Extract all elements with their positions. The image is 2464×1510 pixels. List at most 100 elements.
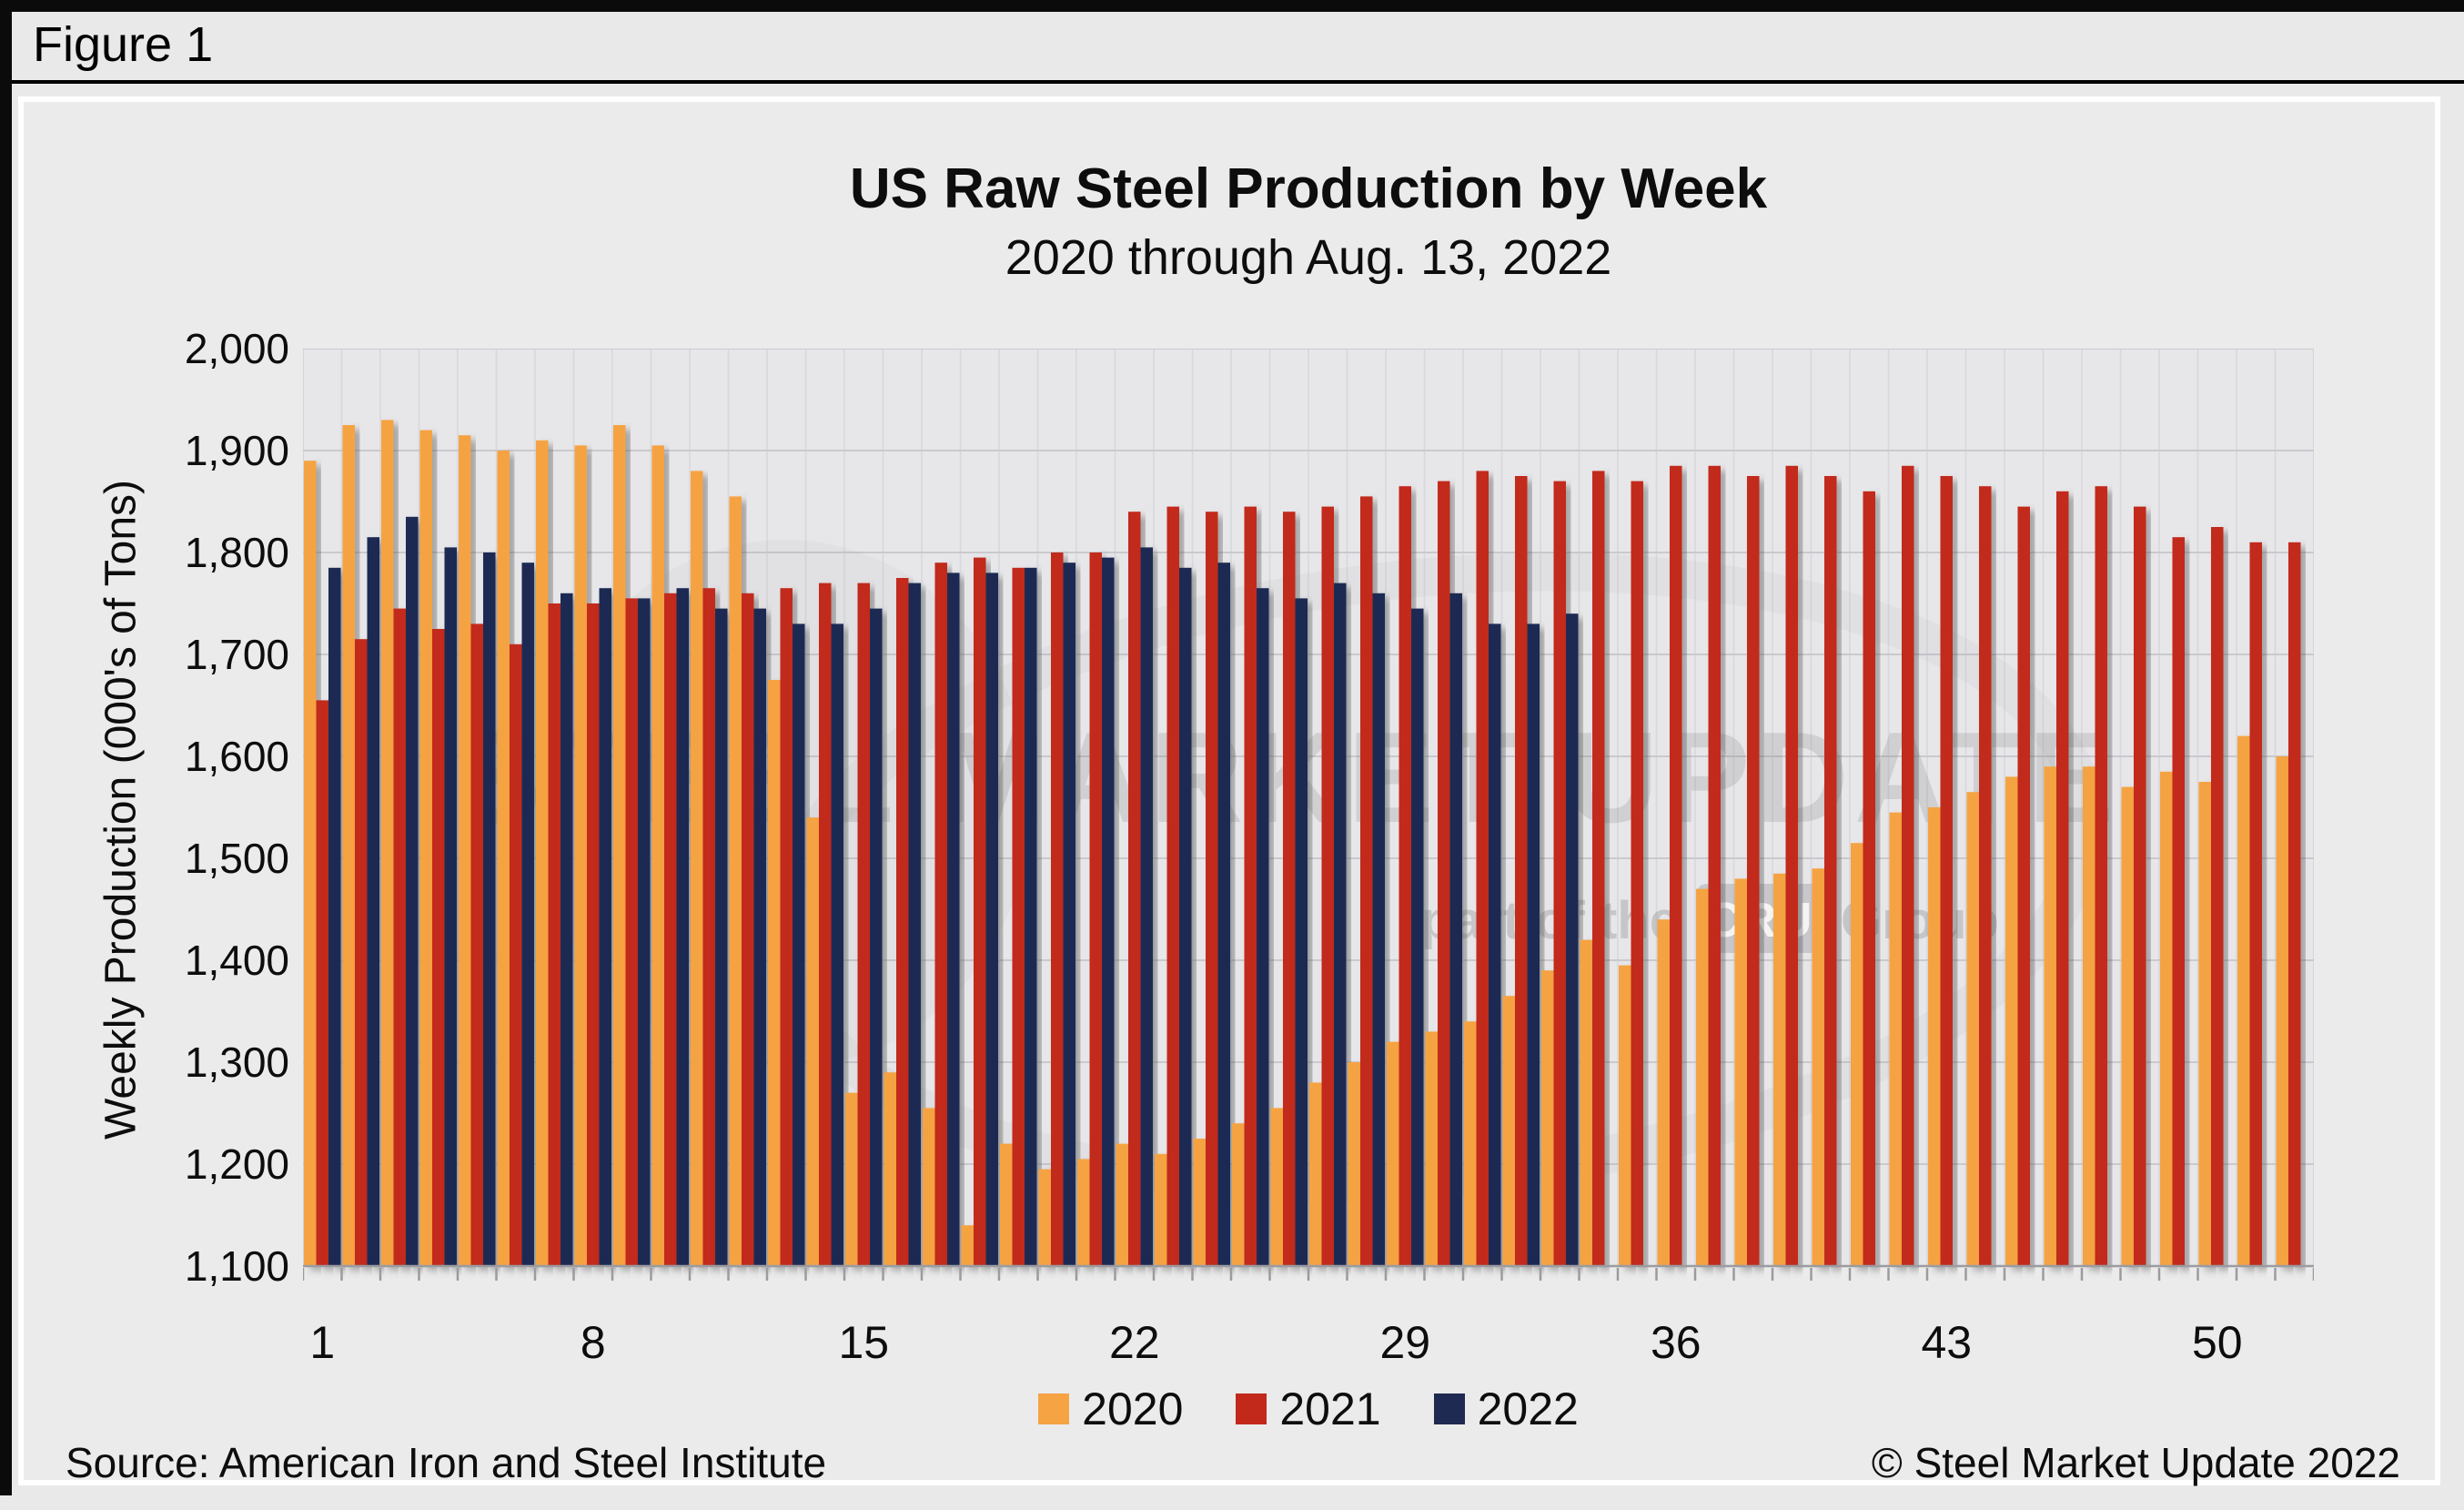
bar-2020-week-51 xyxy=(2237,735,2250,1266)
bar-2021-week-2 xyxy=(354,639,368,1266)
bar-2022-week-12 xyxy=(753,608,767,1266)
bar-2021-week-35 xyxy=(1631,481,1644,1266)
bar-2021-week-30 xyxy=(1437,481,1450,1266)
bar-2021-week-48 xyxy=(2133,506,2146,1266)
bar-2020-week-13 xyxy=(767,680,781,1266)
bar-2020-week-15 xyxy=(844,1092,858,1266)
bar-2021-week-29 xyxy=(1399,486,1412,1266)
bar-2021-week-21 xyxy=(1089,552,1103,1266)
bar-2021-week-13 xyxy=(780,588,793,1266)
bar-2020-week-4 xyxy=(419,430,432,1267)
bar-2020-week-18 xyxy=(961,1225,974,1266)
bar-2021-week-46 xyxy=(2055,491,2069,1266)
y-tick-label-2000: 2,000 xyxy=(184,325,289,372)
bar-2020-week-16 xyxy=(884,1072,896,1266)
bar-2022-week-26 xyxy=(1295,598,1308,1266)
bar-2021-week-10 xyxy=(663,593,677,1266)
y-tick-label-1500: 1,500 xyxy=(184,835,289,882)
bar-2022-week-10 xyxy=(676,588,690,1266)
bar-2020-week-30 xyxy=(1425,1031,1438,1266)
bar-2022-week-31 xyxy=(1489,623,1501,1266)
bar-2022-week-2 xyxy=(367,537,380,1266)
bar-2020-week-22 xyxy=(1116,1143,1128,1266)
bar-2021-week-31 xyxy=(1476,471,1490,1266)
legend-swatch-2022 xyxy=(1433,1393,1465,1424)
chart-title: US Raw Steel Production by Week xyxy=(849,157,1768,220)
bar-2021-week-25 xyxy=(1244,506,1257,1266)
bar-2021-week-7 xyxy=(548,603,561,1266)
bar-2022-week-22 xyxy=(1140,547,1154,1266)
bar-2021-week-11 xyxy=(702,588,716,1266)
legend-item-2021: 2021 xyxy=(1236,1383,1381,1435)
bar-2021-week-42 xyxy=(1901,465,1914,1266)
bar-2021-week-16 xyxy=(895,578,909,1266)
chart-legend: 2020 2021 2022 xyxy=(303,1383,2314,1434)
bar-2022-week-25 xyxy=(1257,588,1269,1266)
vertical-gridlines xyxy=(303,349,2314,1266)
bar-2022-week-15 xyxy=(870,608,883,1266)
bar-2021-week-38 xyxy=(1746,476,1760,1266)
bar-2022-week-16 xyxy=(908,583,922,1266)
bar-2021-week-20 xyxy=(1050,552,1064,1266)
bar-2020-week-34 xyxy=(1580,939,1592,1266)
bar-2020-week-47 xyxy=(2082,766,2095,1266)
bar-2022-week-24 xyxy=(1217,562,1231,1266)
y-axis-title: Weekly Production (000's of Tons) xyxy=(96,479,146,1140)
window-left-border xyxy=(0,0,12,1495)
bar-2020-week-6 xyxy=(497,451,510,1266)
bar-2022-week-18 xyxy=(985,573,999,1266)
x-tick-label-22: 22 xyxy=(1108,1317,1160,1368)
bar-2020-week-40 xyxy=(1812,868,1824,1266)
bar-2020-week-17 xyxy=(922,1108,935,1266)
y-tick-label-1600: 1,600 xyxy=(184,733,289,780)
bar-2021-week-28 xyxy=(1359,496,1373,1266)
figure-label: Figure 1 xyxy=(33,17,214,72)
bar-2021-week-24 xyxy=(1205,512,1218,1266)
bar-2022-week-19 xyxy=(1025,567,1037,1266)
bar-2022-week-9 xyxy=(638,598,651,1266)
bar-2020-week-28 xyxy=(1348,1062,1360,1266)
bar-2021-week-22 xyxy=(1127,512,1141,1266)
bar-2020-week-39 xyxy=(1772,873,1786,1266)
y-tick-label-1800: 1,800 xyxy=(184,529,289,576)
bar-2021-week-34 xyxy=(1591,471,1605,1266)
bar-2021-week-5 xyxy=(470,623,484,1266)
x-tick-label-29: 29 xyxy=(1379,1317,1431,1368)
bar-2021-week-43 xyxy=(1940,476,1954,1266)
bar-2020-week-12 xyxy=(729,496,742,1266)
bar-2021-week-40 xyxy=(1823,476,1837,1266)
y-tick-label-1200: 1,200 xyxy=(184,1140,289,1188)
bar-2022-week-1 xyxy=(328,567,341,1266)
bar-2021-week-6 xyxy=(509,644,522,1266)
bar-2020-week-5 xyxy=(458,435,471,1266)
legend-label-2021: 2021 xyxy=(1279,1383,1381,1434)
bar-2022-week-4 xyxy=(444,547,458,1266)
bar-2021-week-41 xyxy=(1863,491,1876,1266)
source-note: Source: American Iron and Steel Institut… xyxy=(66,1439,827,1486)
bar-2022-week-11 xyxy=(715,608,728,1266)
bar-2021-week-4 xyxy=(431,629,445,1266)
legend-item-2020: 2020 xyxy=(1038,1383,1183,1435)
bar-2020-week-37 xyxy=(1695,888,1709,1266)
bar-2021-week-1 xyxy=(316,700,329,1266)
y-tick-label-1700: 1,700 xyxy=(184,631,289,678)
x-tick-label-50: 50 xyxy=(2191,1317,2243,1368)
bar-2020-week-43 xyxy=(1927,807,1941,1266)
legend-item-2022: 2022 xyxy=(1433,1383,1579,1435)
bar-2021-week-52 xyxy=(2287,542,2301,1266)
bar-2020-week-14 xyxy=(806,817,819,1266)
bar-2020-week-24 xyxy=(1193,1139,1206,1266)
bar-2021-week-23 xyxy=(1166,506,1180,1266)
bar-2022-week-21 xyxy=(1102,557,1115,1266)
bar-2022-week-13 xyxy=(793,623,805,1266)
bar-2021-week-19 xyxy=(1012,567,1025,1266)
bar-2022-week-5 xyxy=(483,552,496,1266)
bar-2021-week-3 xyxy=(393,608,407,1266)
y-tick-label-1400: 1,400 xyxy=(184,937,289,984)
bar-chart-plot: STEEL MARKET UPDATE part of the CRU Grou… xyxy=(303,349,2314,1281)
bar-2020-week-26 xyxy=(1270,1108,1283,1266)
bar-2020-week-2 xyxy=(342,425,355,1266)
bar-2020-week-41 xyxy=(1850,843,1863,1266)
window-top-border xyxy=(0,0,2464,12)
bar-2022-week-30 xyxy=(1449,593,1463,1266)
